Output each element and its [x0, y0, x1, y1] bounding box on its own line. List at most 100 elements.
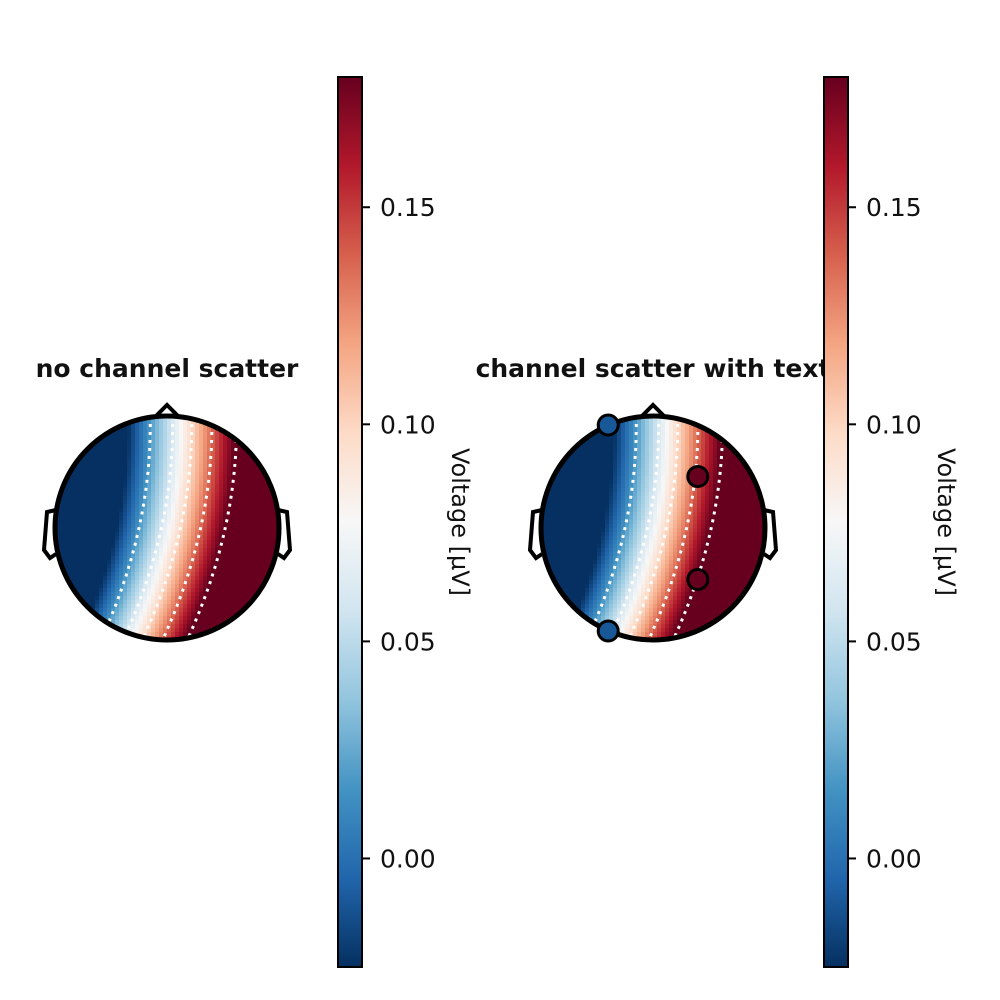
voltage-cell [267, 420, 272, 425]
voltage-cell [163, 568, 168, 573]
voltage-cell [195, 512, 200, 517]
voltage-cell [203, 528, 208, 533]
voltage-cell [191, 564, 196, 569]
voltage-cell [79, 636, 84, 640]
voltage-cell [159, 428, 164, 433]
voltage-cell [187, 600, 192, 605]
voltage-cell [63, 528, 68, 533]
voltage-cell [271, 456, 276, 461]
voltage-cell [79, 568, 84, 573]
voltage-cell [183, 520, 188, 525]
voltage-cell [263, 600, 268, 605]
voltage-cell [255, 512, 260, 517]
voltage-cell [685, 428, 690, 433]
voltage-cell [753, 516, 758, 521]
voltage-cell [673, 536, 678, 541]
voltage-cell [227, 448, 232, 453]
voltage-cell [91, 504, 96, 509]
voltage-cell [79, 620, 84, 625]
voltage-cell [195, 580, 200, 585]
voltage-cell [155, 476, 160, 481]
voltage-cell [697, 540, 702, 545]
voltage-cell [673, 500, 678, 505]
voltage-cell [63, 612, 68, 617]
voltage-cell [717, 476, 722, 481]
voltage-cell [565, 496, 570, 501]
voltage-cell [263, 480, 268, 485]
voltage-cell [613, 536, 618, 541]
voltage-cell [167, 496, 172, 501]
voltage-cell [681, 448, 686, 453]
voltage-cell [251, 488, 256, 493]
voltage-cell [215, 540, 220, 545]
voltage-cell [689, 528, 694, 533]
voltage-cell [243, 420, 248, 425]
voltage-cell [677, 536, 682, 541]
voltage-cell [227, 636, 232, 640]
voltage-cell [111, 432, 116, 437]
voltage-cell [247, 424, 252, 429]
voltage-cell [119, 480, 124, 485]
voltage-cell [247, 524, 252, 529]
voltage-cell [753, 424, 758, 429]
voltage-cell [91, 472, 96, 477]
voltage-cell [163, 496, 168, 501]
voltage-cell [621, 472, 626, 477]
voltage-cell [211, 488, 216, 493]
voltage-cell [633, 428, 638, 433]
voltage-cell [83, 496, 88, 501]
voltage-cell [195, 444, 200, 449]
voltage-cell [179, 420, 184, 425]
voltage-cell [561, 440, 566, 445]
voltage-cell [183, 572, 188, 577]
voltage-cell [143, 588, 148, 593]
voltage-cell [59, 576, 64, 581]
voltage-cell [227, 604, 232, 609]
voltage-cell [697, 496, 702, 501]
voltage-cell [609, 452, 614, 457]
voltage-cell [119, 528, 124, 533]
voltage-cell [637, 492, 642, 497]
voltage-cell [127, 496, 132, 501]
voltage-cell [59, 436, 64, 441]
voltage-cell [119, 604, 124, 609]
voltage-cell [211, 548, 216, 553]
voltage-cell [159, 464, 164, 469]
voltage-cell [637, 528, 642, 533]
voltage-cell [99, 544, 104, 549]
voltage-cell [55, 416, 60, 421]
voltage-cell [183, 432, 188, 437]
voltage-cell [155, 564, 160, 569]
voltage-cell [67, 504, 72, 509]
voltage-cell [103, 580, 108, 585]
voltage-cell [565, 544, 570, 549]
voltage-cell [219, 536, 224, 541]
voltage-cell [175, 436, 180, 441]
voltage-cell [151, 520, 156, 525]
voltage-cell [63, 616, 68, 621]
voltage-cell [135, 536, 140, 541]
voltage-cell [625, 524, 630, 529]
voltage-cell [107, 416, 112, 421]
voltage-cell [127, 572, 132, 577]
voltage-cell [75, 520, 80, 525]
voltage-cell [211, 588, 216, 593]
voltage-cell [697, 544, 702, 549]
voltage-cell [721, 424, 726, 429]
voltage-cell [721, 420, 726, 425]
head-2 [527, 402, 779, 643]
voltage-cell [557, 516, 562, 521]
voltage-cell [701, 432, 706, 437]
voltage-cell [665, 456, 670, 461]
voltage-cell [749, 480, 754, 485]
voltage-cell [629, 524, 634, 529]
voltage-cell [625, 540, 630, 545]
voltage-cell [653, 436, 658, 441]
voltage-cell [99, 568, 104, 573]
voltage-cell [227, 540, 232, 545]
voltage-cell [673, 516, 678, 521]
voltage-cell [677, 452, 682, 457]
voltage-cell [689, 440, 694, 445]
voltage-cell [87, 560, 92, 565]
voltage-cell [725, 428, 730, 433]
